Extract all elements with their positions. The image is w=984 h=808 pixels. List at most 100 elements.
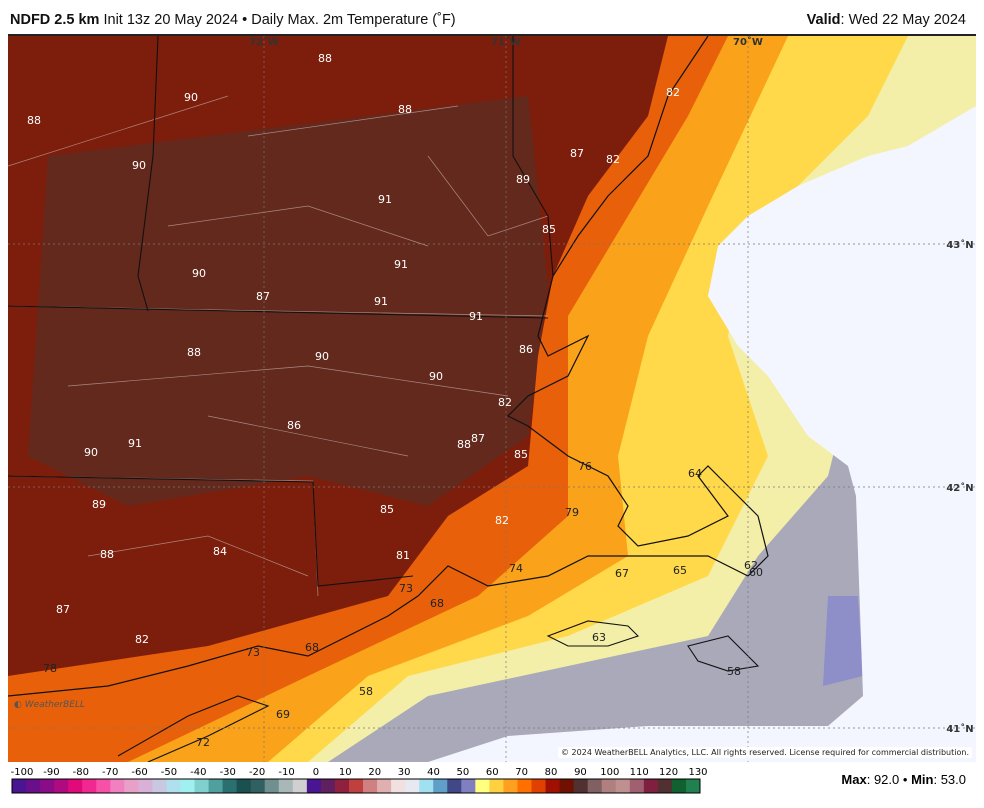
colorbar-tick-label: 50 [457,767,470,778]
colorbar-cell [152,779,167,793]
temperature-label: 82 [135,633,149,646]
colorbar-cell [629,779,645,793]
colorbar-cell [657,779,673,793]
colorbar-tick-label: -20 [249,767,265,778]
temperature-fill [8,36,976,762]
colorbar-cell [334,779,350,793]
temperature-label: 89 [92,498,106,511]
graticule [8,36,976,762]
colorbar-cell [96,779,111,793]
max-label: Max [841,772,867,787]
temperature-label: 88 [27,114,41,127]
cape-cod-islands [117,620,760,762]
product-name: Daily Max. 2m Temperature (˚F) [251,12,456,28]
temperature-label: 62 [744,559,758,572]
separator: • [902,772,908,787]
temperature-label: 82 [495,514,509,527]
temperature-label: 73 [246,646,260,659]
temperature-label: 72 [196,736,210,749]
colorbar-cell [26,779,41,793]
colorbar-cell [250,779,266,793]
colorbar-cell [475,779,490,793]
fill-lavender [823,596,863,686]
init-time: Init 13z 20 May 2024 [103,12,239,28]
colorbar-tick-label: 100 [600,767,619,778]
temperature-label: 89 [516,173,530,186]
colorbar-cells [12,779,701,793]
temperature-label: 91 [374,295,388,308]
colorbar-cell [363,779,378,793]
temperature-label: 64 [688,467,702,480]
temperature-label: 88 [318,52,332,65]
temperature-label: 90 [84,446,98,459]
latitude-label: 42˚N [946,482,973,494]
longitude-label: 71˚W [491,36,521,48]
state-borders [8,36,554,587]
longitude-label: 70˚W [733,36,763,48]
colorbar-tick-label: -70 [102,767,118,778]
colorbar-tick-label: -100 [11,767,34,778]
temperature-label: 73 [399,582,413,595]
colorbar-cell [292,779,308,793]
colorbar: -100 -90 -80 -70 -60 -50 -40 -30 -20 -10 0 10 20 30 40… [11,767,708,794]
valid-label: Valid [806,12,841,28]
colorbar-cell [236,779,252,793]
temperature-label: 90 [192,267,206,280]
temperature-label: 88 [457,438,471,451]
temperature-label: 63 [592,631,606,644]
max-min-readout: Max: 92.0 • Min: 53.0 [841,772,966,787]
min-value: 53.0 [940,772,966,787]
temperature-label: 87 [570,147,584,160]
colorbar-cell [461,779,476,793]
temperature-labels: 88 90 88 88 90 87 82 82 89 91 85 90 91 87 91 91 88 90 86 90… [27,52,763,749]
colorbar-cell [278,779,294,793]
colorbar-cell [222,779,238,793]
colorbar-cell [685,779,701,793]
temperature-label: 74 [509,562,523,575]
temperature-label: 60 [749,566,763,579]
temperature-label: 58 [359,685,373,698]
colorbar-cell [643,779,659,793]
colorbar-cell [110,779,125,793]
model-name: NDFD 2.5 km [10,12,100,28]
temperature-label: 88 [187,346,201,359]
colorbar-cell [405,779,420,793]
colorbar-tick-label: 90 [574,767,587,778]
temperature-label: 88 [398,103,412,116]
temperature-label: 90 [429,370,443,383]
colorbar-cell [559,779,575,793]
temperature-label: 82 [498,396,512,409]
colorbar-tick-label: -30 [220,767,236,778]
latitude-label: 43˚N [946,239,973,251]
temperature-label: 68 [430,597,444,610]
colorbar-tick-label: 0 [313,767,319,778]
colorbar-tick-label: 130 [688,767,707,778]
temperature-label: 67 [615,567,629,580]
temperature-label: 81 [396,549,410,562]
colorbar-cell [419,779,434,793]
temperature-map: 72˚W 71˚W 70˚W 43˚N 42˚N 41˚N 88 90 88 88 90 87 82… [8,34,976,762]
temperature-label: 78 [43,662,57,675]
temperature-label: 69 [276,708,290,721]
separator: • [242,12,248,28]
temperature-label: 84 [213,545,227,558]
colorbar-cell [573,779,589,793]
temperature-label: 68 [305,641,319,654]
colorbar-tick-label: 60 [486,767,499,778]
colorbar-cell [68,779,83,793]
colorbar-cell [54,779,69,793]
latitude-labels: 43˚N 42˚N 41˚N [946,239,973,735]
valid-value: : Wed 22 May 2024 [840,12,966,28]
temperature-label: 82 [666,86,680,99]
colorbar-tick-label: -50 [161,767,177,778]
colorbar-cell [489,779,504,793]
colorbar-cell [138,779,153,793]
temperature-label: 90 [315,350,329,363]
colorbar-tick-label: -40 [190,767,206,778]
temperature-label: 88 [100,548,114,561]
temperature-label: 87 [471,432,485,445]
colorbar-tick-label: -80 [73,767,89,778]
colorbar-cell [671,779,687,793]
temperature-label: 87 [256,290,270,303]
weatherbell-logo: ◐ WeatherBELL [14,700,86,710]
